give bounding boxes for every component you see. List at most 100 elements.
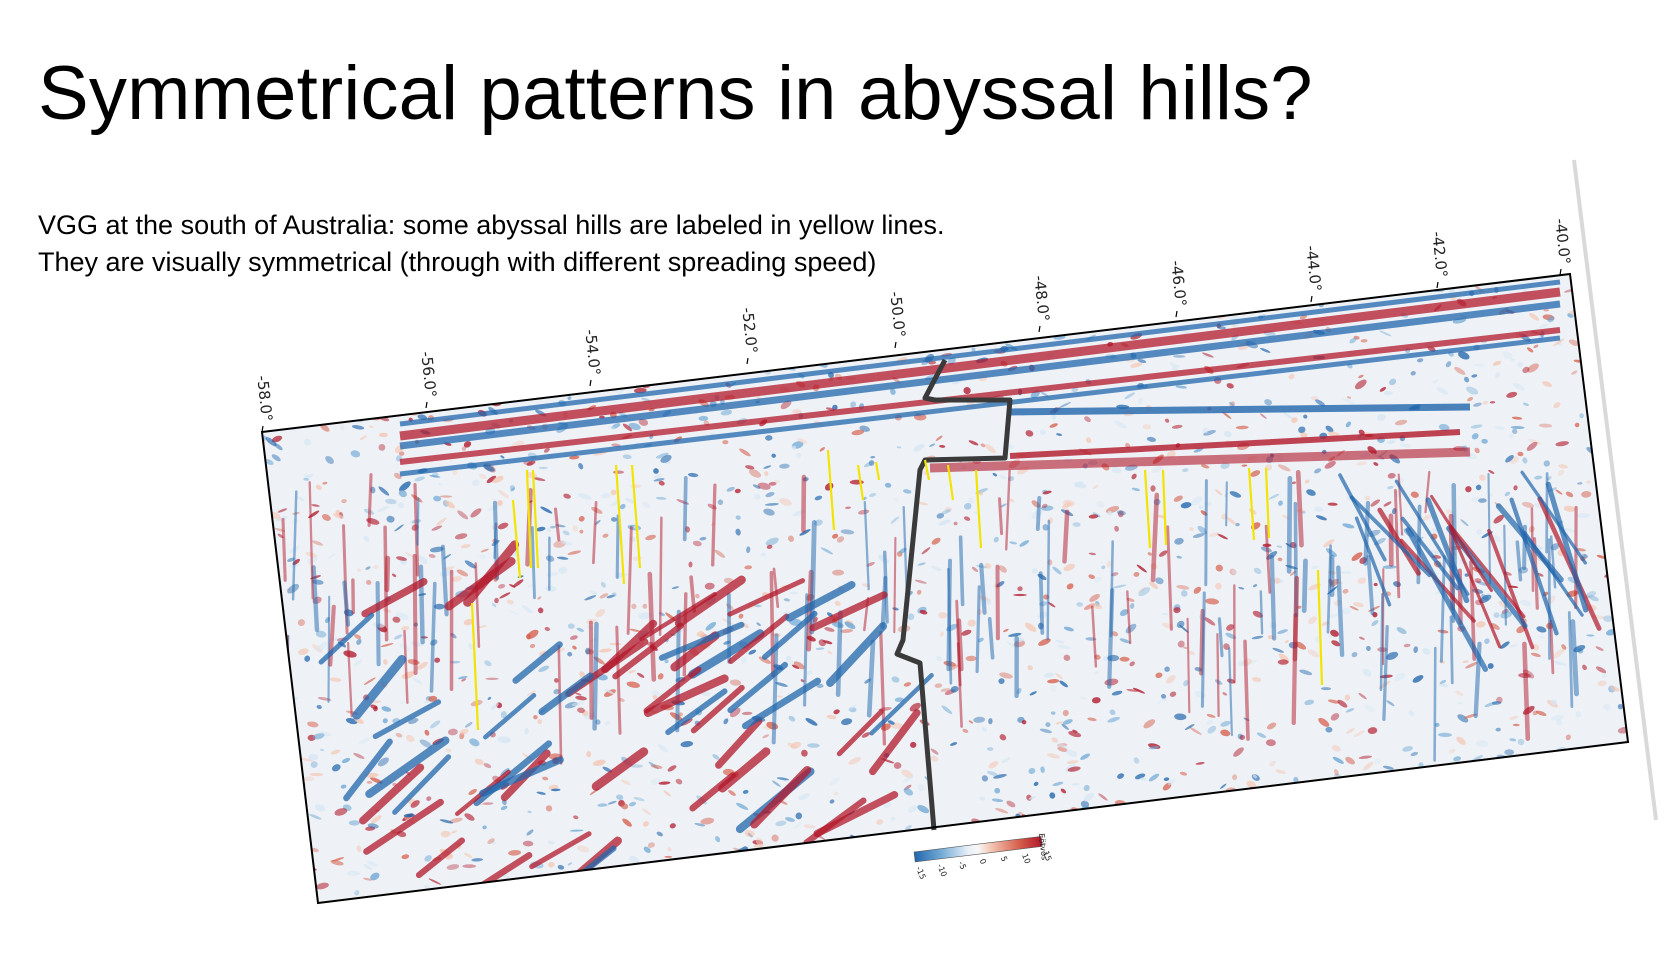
texture-speckle [340, 784, 347, 789]
texture-speckle [1269, 288, 1280, 296]
texture-speckle [620, 779, 631, 786]
texture-speckle [860, 352, 868, 359]
texture-speckle [401, 292, 414, 298]
texture-speckle [1331, 640, 1341, 647]
texture-speckle [939, 317, 951, 327]
texture-speckle [785, 817, 795, 822]
texture-speckle [395, 612, 409, 621]
texture-speckle [1308, 616, 1317, 624]
longitude-tick [425, 401, 428, 409]
texture-speckle [663, 790, 672, 797]
texture-speckle [1494, 426, 1506, 430]
texture-speckle [1424, 861, 1435, 868]
texture-speckle [667, 847, 672, 852]
texture-speckle [791, 445, 797, 451]
texture-speckle [1588, 359, 1597, 365]
texture-speckle [470, 508, 482, 518]
texture-speckle [572, 525, 578, 532]
texture-speckle [762, 288, 773, 296]
texture-speckle [1183, 679, 1189, 687]
texture-speckle [417, 661, 428, 670]
texture-speckle [1202, 427, 1209, 434]
texture-speckle [241, 680, 248, 684]
texture-speckle [1522, 366, 1530, 374]
texture-speckle [1330, 629, 1339, 637]
texture-speckle [1040, 429, 1046, 435]
texture-speckle [262, 709, 274, 717]
texture-speckle [777, 335, 783, 340]
annotation-line [531, 469, 540, 569]
hill-streak [626, 526, 633, 635]
texture-speckle [1056, 743, 1068, 747]
texture-speckle [1158, 811, 1168, 820]
ridge-line [399, 300, 1561, 450]
texture-speckle [1490, 534, 1502, 543]
texture-speckle [658, 781, 671, 785]
texture-speckle [800, 679, 805, 683]
texture-speckle [262, 752, 266, 758]
texture-speckle [805, 302, 817, 312]
texture-speckle [262, 589, 269, 594]
hill-streak [1286, 475, 1293, 574]
texture-speckle [506, 285, 519, 290]
texture-speckle [1066, 301, 1073, 308]
texture-speckle [459, 728, 469, 735]
texture-speckle [378, 906, 390, 913]
diagonal-ridge [612, 622, 685, 680]
texture-speckle [569, 829, 584, 832]
texture-speckle [681, 350, 690, 358]
texture-speckle [494, 395, 500, 400]
texture-speckle [994, 787, 1001, 794]
hill-streak [1216, 633, 1220, 717]
texture-speckle [931, 537, 941, 545]
texture-speckle [1177, 854, 1189, 859]
texture-speckle [1451, 843, 1461, 851]
texture-speckle [626, 877, 633, 881]
hill-streak [893, 536, 897, 634]
texture-speckle [1252, 793, 1258, 799]
texture-speckle [428, 896, 437, 903]
texture-speckle [1640, 566, 1650, 570]
texture-speckle [405, 734, 415, 743]
texture-speckle [1499, 641, 1510, 649]
texture-speckle [1493, 854, 1500, 861]
diagonal-ridge [643, 674, 729, 718]
texture-speckle [806, 670, 813, 676]
texture-speckle [890, 516, 901, 525]
texture-speckle [487, 838, 495, 844]
texture-speckle [369, 377, 376, 384]
texture-speckle [1018, 909, 1029, 917]
texture-speckle [878, 344, 885, 350]
texture-speckle [1124, 392, 1136, 400]
fan-streak [1430, 494, 1493, 593]
texture-speckle [1413, 914, 1423, 923]
texture-speckle [840, 529, 855, 535]
texture-speckle [1654, 411, 1662, 418]
texture-speckle [1332, 756, 1344, 764]
texture-speckle [1012, 291, 1022, 299]
texture-speckle [1351, 652, 1358, 658]
texture-speckle [756, 857, 767, 863]
texture-speckle [1040, 766, 1045, 773]
diagonal-ridge [727, 578, 806, 617]
texture-speckle [1067, 766, 1081, 772]
texture-speckle [1282, 412, 1295, 421]
texture-speckle [1260, 854, 1271, 859]
texture-speckle [1344, 815, 1352, 823]
texture-speckle [290, 332, 296, 337]
texture-speckle [756, 622, 761, 626]
texture-speckle [644, 263, 650, 266]
texture-speckle [864, 843, 872, 850]
texture-speckle [1469, 875, 1478, 882]
texture-speckle [779, 498, 792, 506]
texture-speckle [293, 413, 303, 419]
texture-speckle [529, 384, 539, 393]
texture-speckle [1374, 907, 1383, 912]
texture-speckle [485, 677, 499, 680]
texture-speckle [479, 473, 487, 480]
texture-speckle [1122, 310, 1130, 315]
texture-speckle [579, 529, 584, 534]
texture-speckle [538, 466, 548, 469]
texture-speckle [1101, 565, 1106, 570]
texture-speckle [264, 307, 277, 316]
